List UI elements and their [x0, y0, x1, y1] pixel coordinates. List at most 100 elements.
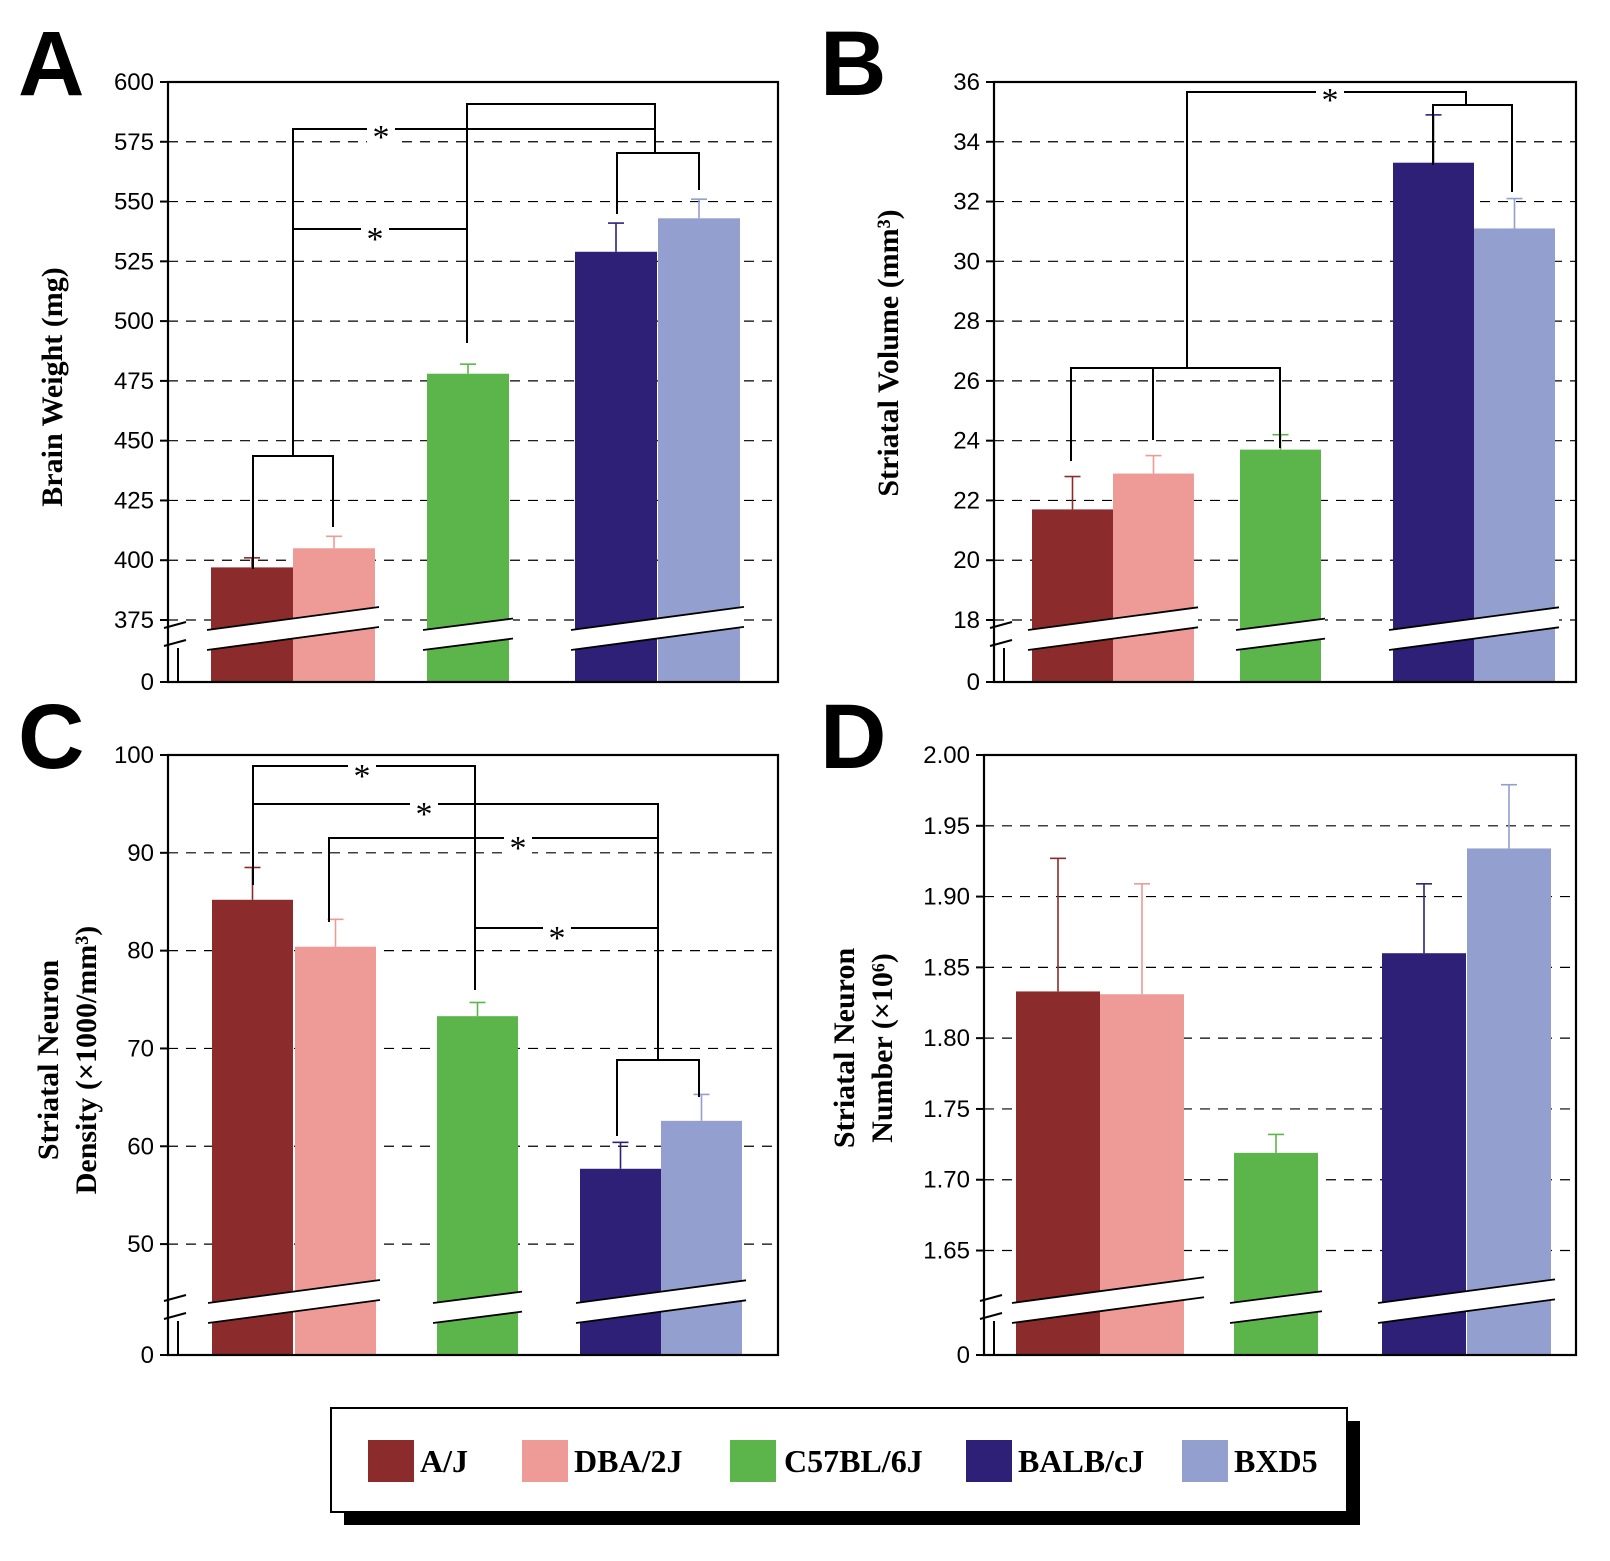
axis-break-line — [575, 1279, 747, 1304]
axis-break-line — [1229, 1290, 1323, 1304]
y-tick-label: 1.95 — [923, 813, 970, 840]
axis-break-band — [423, 618, 513, 650]
axis-break-band — [1012, 1277, 1204, 1323]
bar-dba-2j — [1113, 473, 1194, 682]
significance-gap — [410, 799, 438, 823]
significance-star: * — [354, 758, 371, 795]
y-tick-label: 24 — [953, 428, 980, 455]
y-axis-title-line1: Striatal Neuron — [828, 948, 861, 1149]
y-tick-label: 20 — [953, 547, 980, 574]
significance-gap — [504, 833, 532, 857]
y-tick-label: 0 — [141, 669, 154, 696]
y-tick-label: 1.65 — [923, 1238, 970, 1265]
y-tick-label: 0 — [957, 1342, 970, 1369]
y-axis-break-mark — [163, 621, 187, 629]
axis-break-line — [570, 626, 745, 651]
y-axis-title-line2: Number (×10⁶) — [866, 953, 899, 1143]
axis-break-line — [1388, 626, 1560, 651]
legend: A/J DBA/2J C57BL/6J BALB/cJ BXD5 — [330, 1407, 1360, 1525]
bar-a-j — [1032, 509, 1113, 682]
y-tick-label: 1.75 — [923, 1096, 970, 1123]
axis-break-line — [1229, 1310, 1323, 1324]
y-axis-title-line2: Density (×1000/mm³) — [70, 926, 103, 1195]
panel-letter-B: B — [820, 13, 886, 115]
axis-break-line — [1377, 1278, 1556, 1304]
y-tick-label: 32 — [953, 189, 980, 216]
significance-star: * — [373, 119, 390, 156]
y-axis-title: Brain Weight (mg) — [36, 267, 69, 506]
y-axis-break-mark — [163, 639, 187, 647]
y-axis-break-mark — [163, 1294, 187, 1302]
axis-break-line — [432, 1290, 523, 1304]
axis-break-band — [207, 607, 379, 650]
y-tick-label: 34 — [953, 129, 980, 156]
axis-break-line — [1027, 606, 1199, 631]
significance-star: * — [416, 796, 433, 833]
plot-frame — [992, 80, 1578, 684]
legend-frame — [330, 1407, 1348, 1513]
y-tick-label: 550 — [114, 189, 154, 216]
axis-break-line — [422, 617, 514, 631]
axis-break-line — [207, 1279, 381, 1304]
axis-break-line — [432, 1310, 523, 1324]
significance-bracket — [616, 129, 700, 214]
y-tick-label: 60 — [127, 1133, 154, 1160]
axis-break-line — [1235, 617, 1326, 631]
y-tick-label: 600 — [114, 69, 154, 96]
y-tick-label: 400 — [114, 547, 154, 574]
y-tick-label: 375 — [114, 607, 154, 634]
significance-star: * — [367, 221, 384, 258]
significance-bracket — [1432, 104, 1513, 192]
axis-break-line — [206, 606, 380, 631]
significance-gap — [543, 923, 571, 947]
significance-bracket — [252, 766, 659, 1060]
axis-break-line — [1235, 637, 1326, 651]
y-tick-label: 1.85 — [923, 954, 970, 981]
bar-bxd5 — [1467, 848, 1551, 1355]
y-tick-label: 50 — [127, 1231, 154, 1258]
axis-break-line — [1011, 1276, 1205, 1304]
y-axis-break-mark — [163, 1312, 187, 1320]
axis-break-line — [1377, 1298, 1556, 1324]
plot-frame — [166, 80, 780, 684]
y-axis-break-mark — [989, 621, 1013, 629]
significance-gap — [1316, 85, 1344, 109]
y-tick-label: 525 — [114, 248, 154, 275]
y-tick-label: 30 — [953, 248, 980, 275]
y-tick-label: 0 — [967, 669, 980, 696]
y-tick-label: 22 — [953, 487, 980, 514]
panel-B: B 0 18 20 22 24 26 28 30 32 34 36 Striatal Volume (m… — [820, 13, 1578, 696]
axis-break-line — [422, 637, 514, 651]
legend-swatch-a-j — [368, 1440, 414, 1482]
axis-break-line — [570, 606, 745, 631]
axis-break-band — [576, 1280, 746, 1323]
y-tick-label: 80 — [127, 938, 154, 965]
y-tick-label: 2.00 — [923, 742, 970, 769]
y-axis-title-line1: Striatal Neuron — [32, 960, 65, 1161]
significance-bracket — [328, 837, 658, 922]
bar-balb-cj — [580, 1168, 661, 1355]
legend-label: A/J — [420, 1443, 468, 1479]
plot-frame — [982, 753, 1578, 1357]
y-tick-label: 100 — [114, 742, 154, 769]
y-axis-break-mark — [979, 1312, 1003, 1320]
legend-swatch-balb-cj — [966, 1440, 1012, 1482]
y-axis-title: Striatal Volume (mm³) — [872, 209, 905, 496]
legend-items: A/J DBA/2J C57BL/6J BALB/cJ BXD5 — [368, 1440, 1318, 1482]
panel-letter-A: A — [18, 13, 84, 115]
axis-break-line — [1011, 1296, 1205, 1324]
axis-break-band — [1236, 618, 1325, 650]
legend-label: BXD5 — [1234, 1443, 1318, 1479]
panel-D: D 0 1.65 1.70 1.75 1.80 1.85 1.90 1.95 2.00 Striat… — [820, 686, 1578, 1369]
y-axis-break-mark — [979, 1294, 1003, 1302]
legend-swatch-bxd5 — [1182, 1440, 1228, 1482]
significance-bracket — [616, 1059, 700, 1136]
significance-bracket — [466, 103, 656, 343]
y-tick-label: 0 — [141, 1342, 154, 1369]
y-tick-label: 1.70 — [923, 1167, 970, 1194]
legend-label: BALB/cJ — [1018, 1443, 1144, 1479]
axis-break-band — [208, 1280, 380, 1323]
panel-letter-D: D — [820, 686, 886, 788]
